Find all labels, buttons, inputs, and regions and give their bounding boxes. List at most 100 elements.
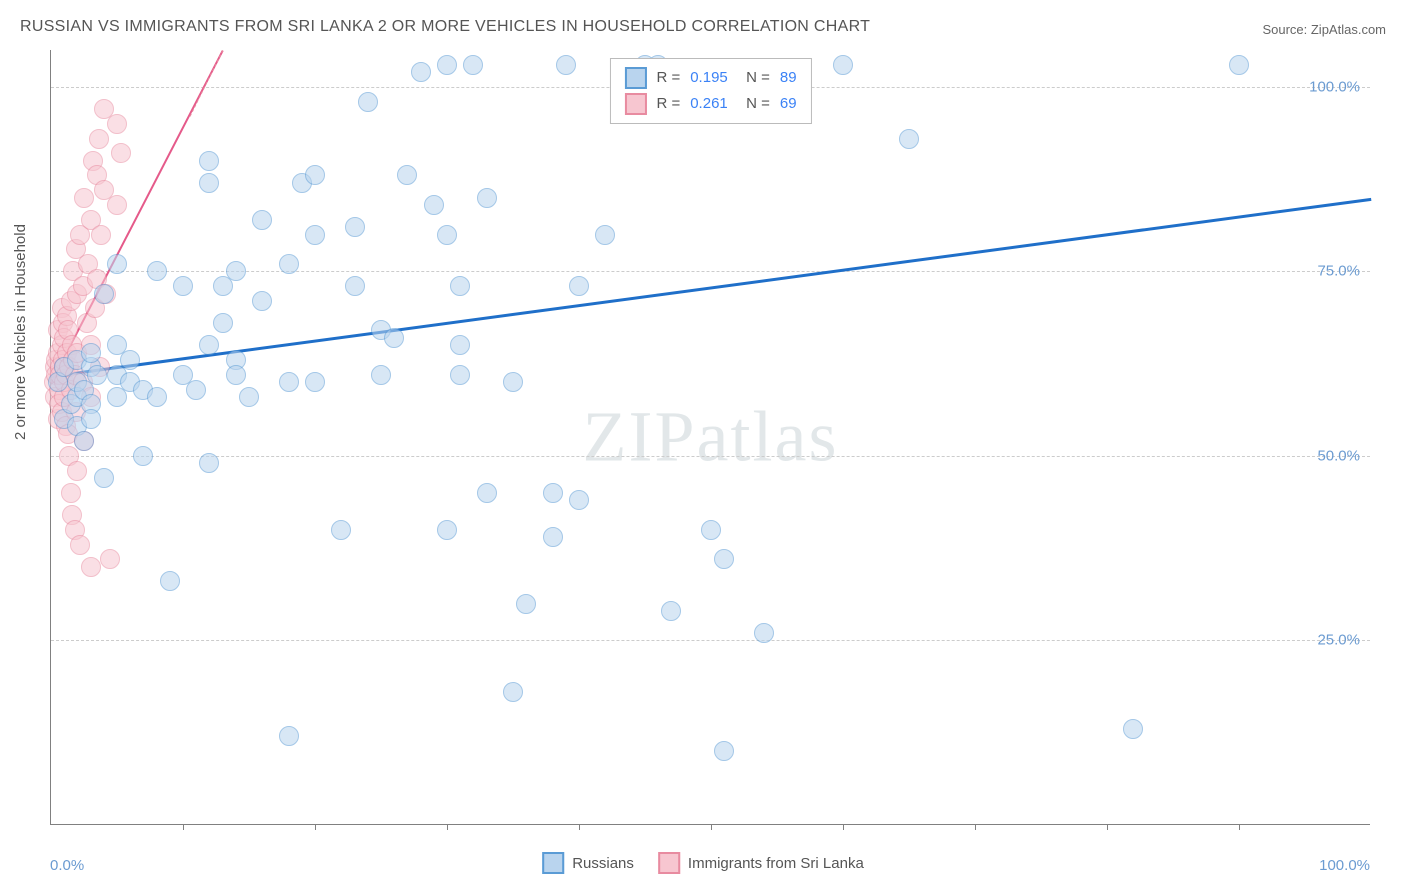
y-axis-title: 2 or more Vehicles in Household [12, 224, 29, 440]
stats-row: R = 0.261 N = 69 [624, 91, 796, 117]
point-series-a [1229, 55, 1249, 75]
point-series-a [160, 571, 180, 591]
gridline [51, 271, 1370, 272]
point-series-a [305, 165, 325, 185]
point-series-a [754, 623, 774, 643]
point-series-a [147, 261, 167, 281]
point-series-a [595, 225, 615, 245]
x-tick [711, 824, 712, 830]
point-series-a [87, 365, 107, 385]
point-series-a [1123, 719, 1143, 739]
point-series-b [89, 129, 109, 149]
stat-n-value: 89 [780, 65, 797, 91]
point-series-a [714, 549, 734, 569]
x-tick [447, 824, 448, 830]
point-series-a [279, 726, 299, 746]
legend-swatch [542, 852, 564, 874]
point-series-a [516, 594, 536, 614]
stat-n-value: 69 [780, 91, 797, 117]
legend-swatch [624, 67, 646, 89]
x-axis-max-label: 100.0% [1319, 857, 1370, 874]
point-series-a [424, 195, 444, 215]
point-series-a [543, 483, 563, 503]
point-series-a [199, 151, 219, 171]
legend-label: Immigrants from Sri Lanka [688, 855, 864, 872]
point-series-a [199, 335, 219, 355]
point-series-a [186, 380, 206, 400]
point-series-b [70, 535, 90, 555]
stat-n-label: N = [738, 65, 770, 91]
point-series-a [147, 387, 167, 407]
source-attribution: Source: ZipAtlas.com [1262, 22, 1386, 37]
x-tick [183, 824, 184, 830]
point-series-a [345, 217, 365, 237]
y-tick-label: 50.0% [1317, 447, 1360, 464]
x-tick [975, 824, 976, 830]
point-series-a [411, 62, 431, 82]
point-series-a [331, 520, 351, 540]
legend-swatch [624, 93, 646, 115]
point-series-a [279, 372, 299, 392]
point-series-a [714, 741, 734, 761]
point-series-a [450, 365, 470, 385]
y-tick-label: 75.0% [1317, 263, 1360, 280]
trend-line [51, 198, 1371, 378]
point-series-a [437, 520, 457, 540]
point-series-a [477, 188, 497, 208]
legend-item: Immigrants from Sri Lanka [658, 852, 864, 874]
point-series-a [252, 291, 272, 311]
point-series-a [74, 431, 94, 451]
point-series-a [199, 173, 219, 193]
point-series-a [199, 453, 219, 473]
point-series-a [397, 165, 417, 185]
legend-label: Russians [572, 855, 634, 872]
point-series-a [226, 261, 246, 281]
y-tick-label: 25.0% [1317, 632, 1360, 649]
point-series-a [450, 276, 470, 296]
point-series-b [74, 188, 94, 208]
point-series-b [100, 549, 120, 569]
stats-row: R = 0.195 N = 89 [624, 65, 796, 91]
x-tick [1239, 824, 1240, 830]
x-tick [579, 824, 580, 830]
point-series-a [279, 254, 299, 274]
point-series-a [450, 335, 470, 355]
stat-r-label: R = [656, 65, 680, 91]
y-tick-label: 100.0% [1309, 78, 1360, 95]
point-series-a [569, 276, 589, 296]
point-series-b [61, 483, 81, 503]
point-series-a [477, 483, 497, 503]
gridline [51, 640, 1370, 641]
point-series-a [437, 225, 457, 245]
point-series-b [107, 195, 127, 215]
series-legend: Russians Immigrants from Sri Lanka [542, 852, 864, 874]
point-series-a [503, 372, 523, 392]
point-series-a [569, 490, 589, 510]
point-series-b [67, 461, 87, 481]
stat-r-label: R = [656, 91, 680, 117]
legend-item: Russians [542, 852, 634, 874]
point-series-a [384, 328, 404, 348]
point-series-a [94, 468, 114, 488]
stats-legend: R = 0.195 N = 89R = 0.261 N = 69 [609, 58, 811, 124]
point-series-a [899, 129, 919, 149]
stat-n-label: N = [738, 91, 770, 117]
legend-swatch [658, 852, 680, 874]
point-series-a [239, 387, 259, 407]
point-series-a [701, 520, 721, 540]
plot-area: ZIPatlas R = 0.195 N = 89R = 0.261 N = 6… [50, 50, 1370, 825]
gridline [51, 456, 1370, 457]
watermark: ZIPatlas [583, 396, 839, 479]
stat-r-value: 0.195 [690, 65, 728, 91]
point-series-a [463, 55, 483, 75]
point-series-a [120, 350, 140, 370]
chart-title: RUSSIAN VS IMMIGRANTS FROM SRI LANKA 2 O… [20, 18, 870, 36]
point-series-a [81, 409, 101, 429]
point-series-b [107, 114, 127, 134]
point-series-a [252, 210, 272, 230]
point-series-b [81, 557, 101, 577]
point-series-a [226, 365, 246, 385]
point-series-a [543, 527, 563, 547]
point-series-a [345, 276, 365, 296]
point-series-b [91, 225, 111, 245]
